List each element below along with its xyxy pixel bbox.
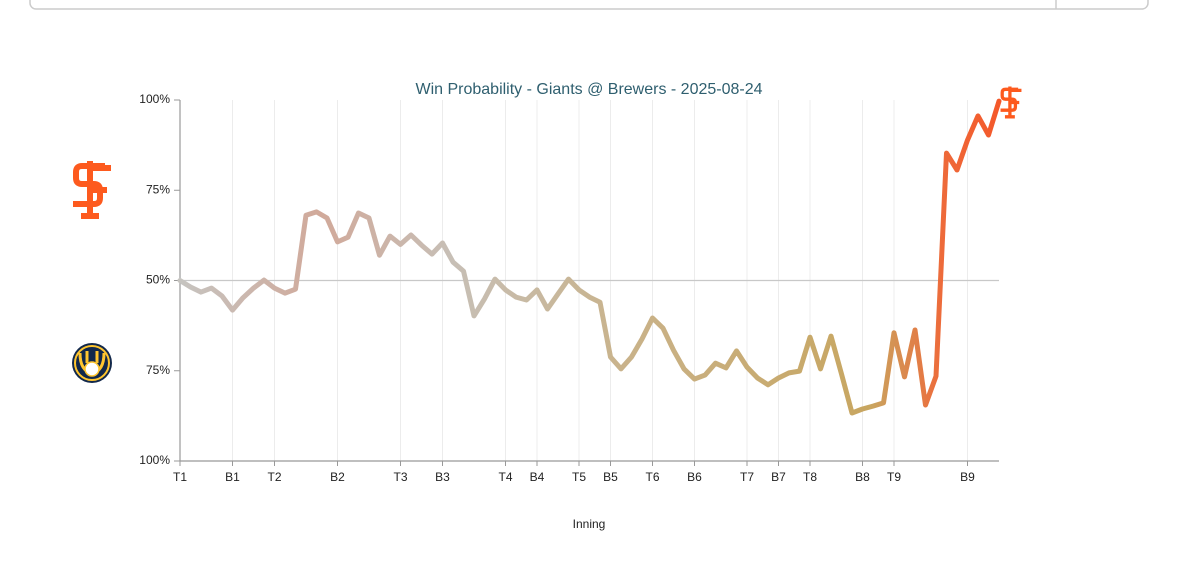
giants-logo-end	[1000, 86, 1022, 119]
x-tick-label: B8	[855, 470, 870, 484]
y-tick-label: 100%	[139, 92, 170, 106]
y-tick-label: 75%	[146, 363, 170, 377]
x-tick-label: B6	[687, 470, 702, 484]
plot	[177, 98, 1002, 416]
x-tick-label: B4	[530, 470, 545, 484]
giants-logo	[73, 161, 111, 219]
x-axis-label: Inning	[573, 517, 606, 531]
x-tick-label: T4	[498, 470, 512, 484]
x-tick-label: T8	[803, 470, 817, 484]
win-probability-line	[177, 98, 1002, 416]
chart-title: Win Probability - Giants @ Brewers - 202…	[415, 81, 762, 98]
search-bar[interactable]	[29, 0, 1149, 10]
x-tick-label: T9	[887, 470, 901, 484]
x-tick-label: T2	[267, 470, 281, 484]
x-tick-label: B1	[225, 470, 240, 484]
x-tick-label: B7	[771, 470, 786, 484]
x-tick-label: T5	[572, 470, 586, 484]
x-tick-label: T1	[173, 470, 187, 484]
x-tick-label: T3	[393, 470, 407, 484]
y-tick-label: 100%	[139, 453, 170, 467]
x-tick-label: B5	[603, 470, 618, 484]
x-tick-label: B2	[330, 470, 345, 484]
brewers-logo	[72, 343, 112, 383]
x-tick-label: T6	[645, 470, 659, 484]
y-tick-label: 50%	[146, 273, 170, 287]
x-tick-label: T7	[740, 470, 754, 484]
x-tick-label: B9	[960, 470, 975, 484]
y-tick-label: 75%	[146, 182, 170, 196]
x-tick-label: B3	[435, 470, 450, 484]
grid: T1 B1 T2 B2 T3 B3 T4 B4 T5 B5 T6 B6 T7 B7 T8 B8 T9 B9 100%…	[139, 92, 999, 484]
